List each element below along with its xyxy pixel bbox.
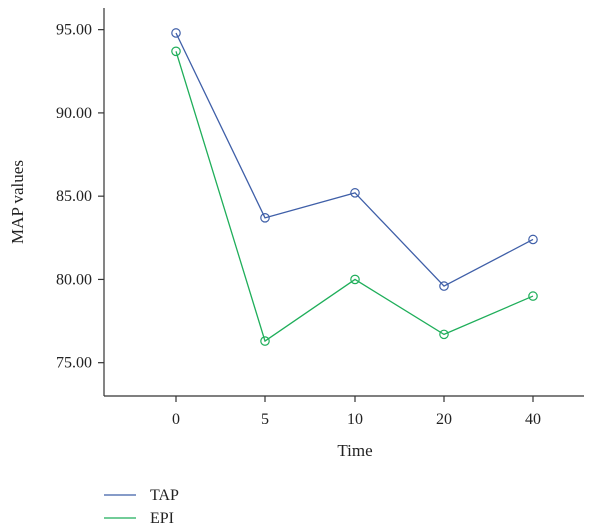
series-line-epi: [175, 51, 534, 343]
data-point-tap: [528, 234, 538, 245]
x-tick-label: 0: [172, 411, 180, 428]
y-tick-label: 95.00: [56, 22, 92, 39]
legend-label-epi: EPI: [150, 510, 174, 527]
legend: TAP EPI: [104, 487, 179, 527]
data-point-epi: [528, 291, 538, 301]
x-axis-title: Time: [337, 441, 372, 460]
legend-label-tap: TAP: [150, 487, 179, 504]
data-point-tap: [171, 28, 181, 38]
data-point-epi: [350, 274, 360, 285]
data-point-tap: [350, 188, 360, 198]
y-tick-label: 75.00: [56, 355, 92, 372]
data-point-epi: [171, 46, 181, 57]
y-tick-label: 90.00: [56, 105, 92, 122]
x-tick-label: 40: [525, 411, 541, 428]
x-tick-label: 10: [347, 411, 363, 428]
x-tick-label: 5: [261, 411, 269, 428]
data-point-epi: [439, 329, 449, 340]
series-line-tap: [175, 32, 534, 287]
y-tick-label: 80.00: [56, 271, 92, 288]
data-point-tap: [260, 213, 270, 223]
data-point-epi: [260, 336, 270, 346]
y-tick-label: 85.00: [56, 188, 92, 205]
axes: [103, 8, 584, 397]
x-axis-ticks: 0 5 10 20 40: [172, 396, 541, 428]
series-group: [171, 28, 538, 346]
y-axis-ticks: 75.00 80.00 85.00 90.00 95.00: [56, 22, 104, 372]
y-axis-title: MAP values: [8, 160, 27, 244]
x-tick-label: 20: [436, 411, 452, 428]
data-point-tap: [439, 281, 449, 291]
